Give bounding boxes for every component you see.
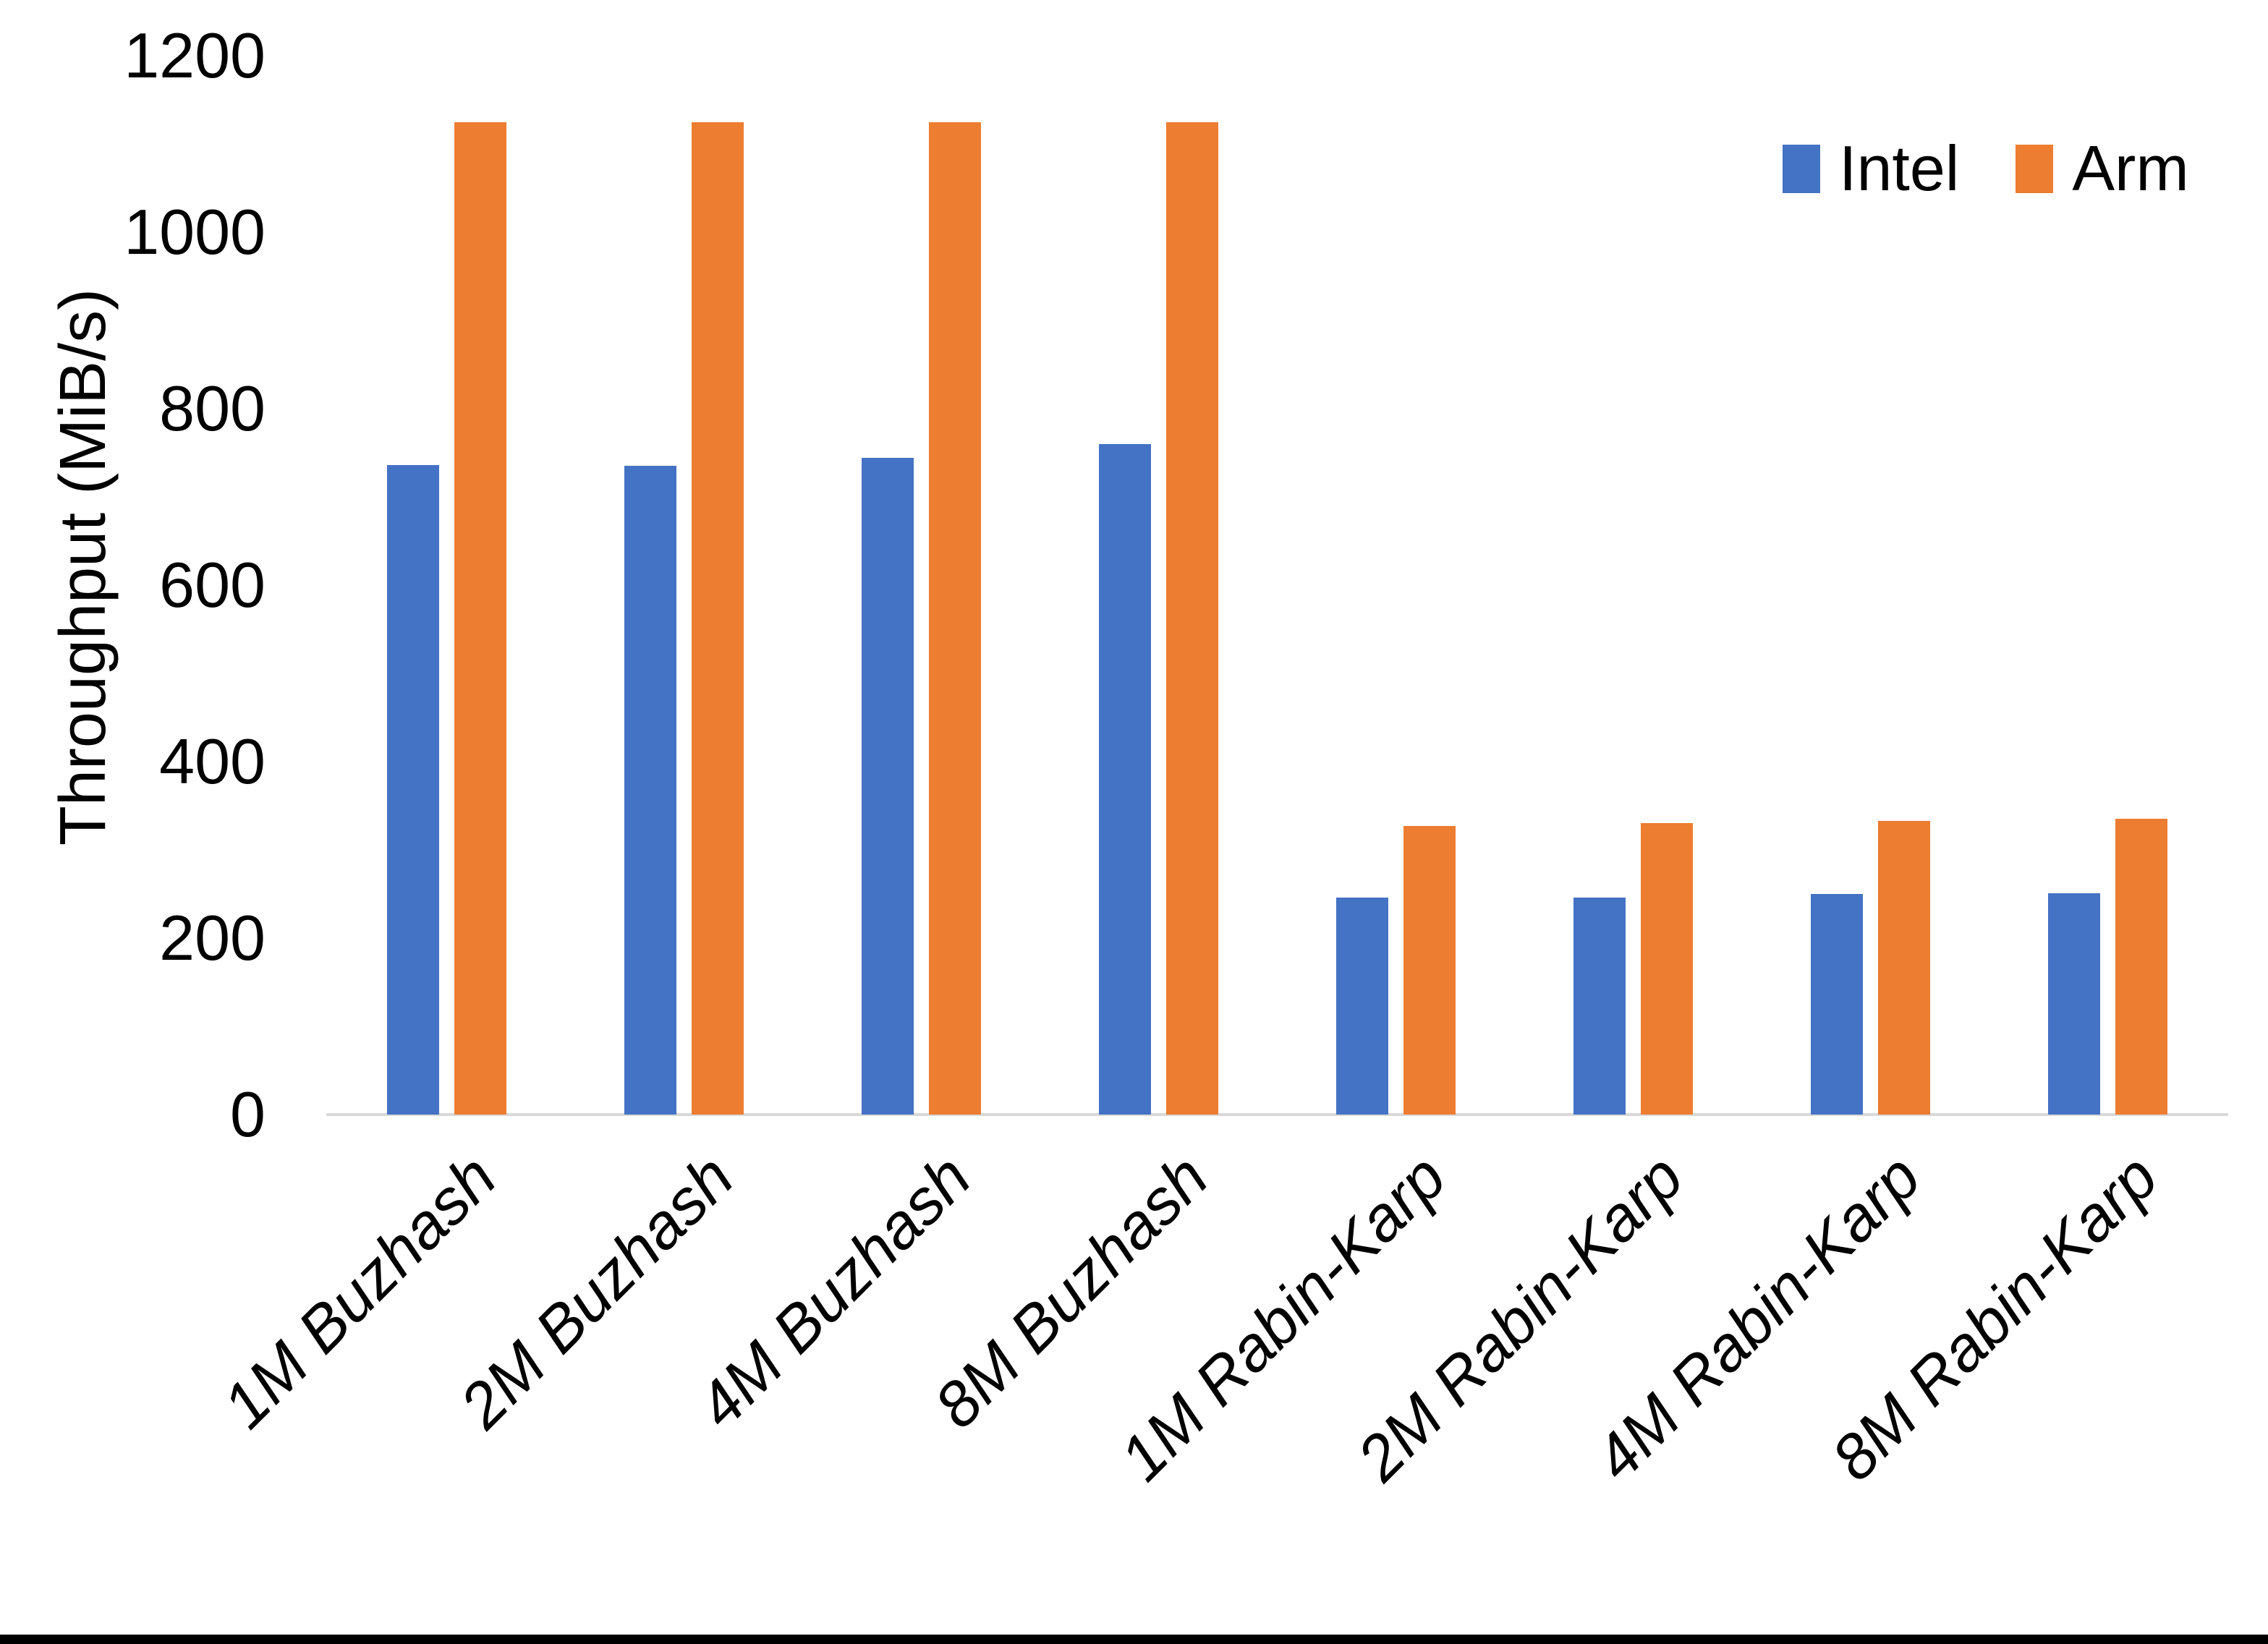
bar-arm-1m-buzhash <box>454 122 506 1115</box>
bar-arm-2m-rabin-karp <box>1641 823 1694 1115</box>
bar-arm-4m-buzhash <box>928 122 981 1115</box>
arm-series-swatch-icon <box>2016 144 2054 193</box>
legend-item-arm: Arm <box>2016 132 2189 205</box>
bar-intel-8m-rabin-karp <box>2048 893 2101 1115</box>
legend-item-intel: Intel <box>1783 132 1959 205</box>
intel-series-swatch-icon <box>1783 144 1820 193</box>
y-tick-label-1200: 1200 <box>124 20 266 91</box>
bar-arm-8m-rabin-karp <box>2115 819 2168 1115</box>
legend-label-intel: Intel <box>1839 132 1960 204</box>
y-tick-label-200: 200 <box>159 902 266 974</box>
bar-intel-2m-rabin-karp <box>1573 897 1626 1115</box>
legend: Intel Arm <box>1783 132 2189 205</box>
y-tick-label-1000: 1000 <box>124 196 266 268</box>
bottom-border <box>0 1635 2268 1644</box>
bar-arm-4m-rabin-karp <box>1878 820 1931 1115</box>
y-tick-label-800: 800 <box>159 372 266 444</box>
bar-arm-2m-buzhash <box>691 122 744 1115</box>
bar-intel-4m-rabin-karp <box>1811 894 1864 1115</box>
bar-arm-8m-buzhash <box>1165 122 1218 1115</box>
bar-intel-1m-buzhash <box>386 465 439 1115</box>
legend-label-arm: Arm <box>2072 132 2189 204</box>
bar-arm-1m-rabin-karp <box>1403 826 1456 1115</box>
y-tick-label-0: 0 <box>230 1078 266 1150</box>
bar-intel-1m-rabin-karp <box>1336 897 1389 1115</box>
y-tick-label-600: 600 <box>159 549 266 621</box>
y-tick-label-400: 400 <box>159 725 266 797</box>
bar-intel-4m-buzhash <box>861 458 914 1115</box>
x-axis-line <box>326 1113 2228 1116</box>
bar-intel-8m-buzhash <box>1098 443 1151 1115</box>
bar-intel-2m-buzhash <box>624 466 676 1115</box>
